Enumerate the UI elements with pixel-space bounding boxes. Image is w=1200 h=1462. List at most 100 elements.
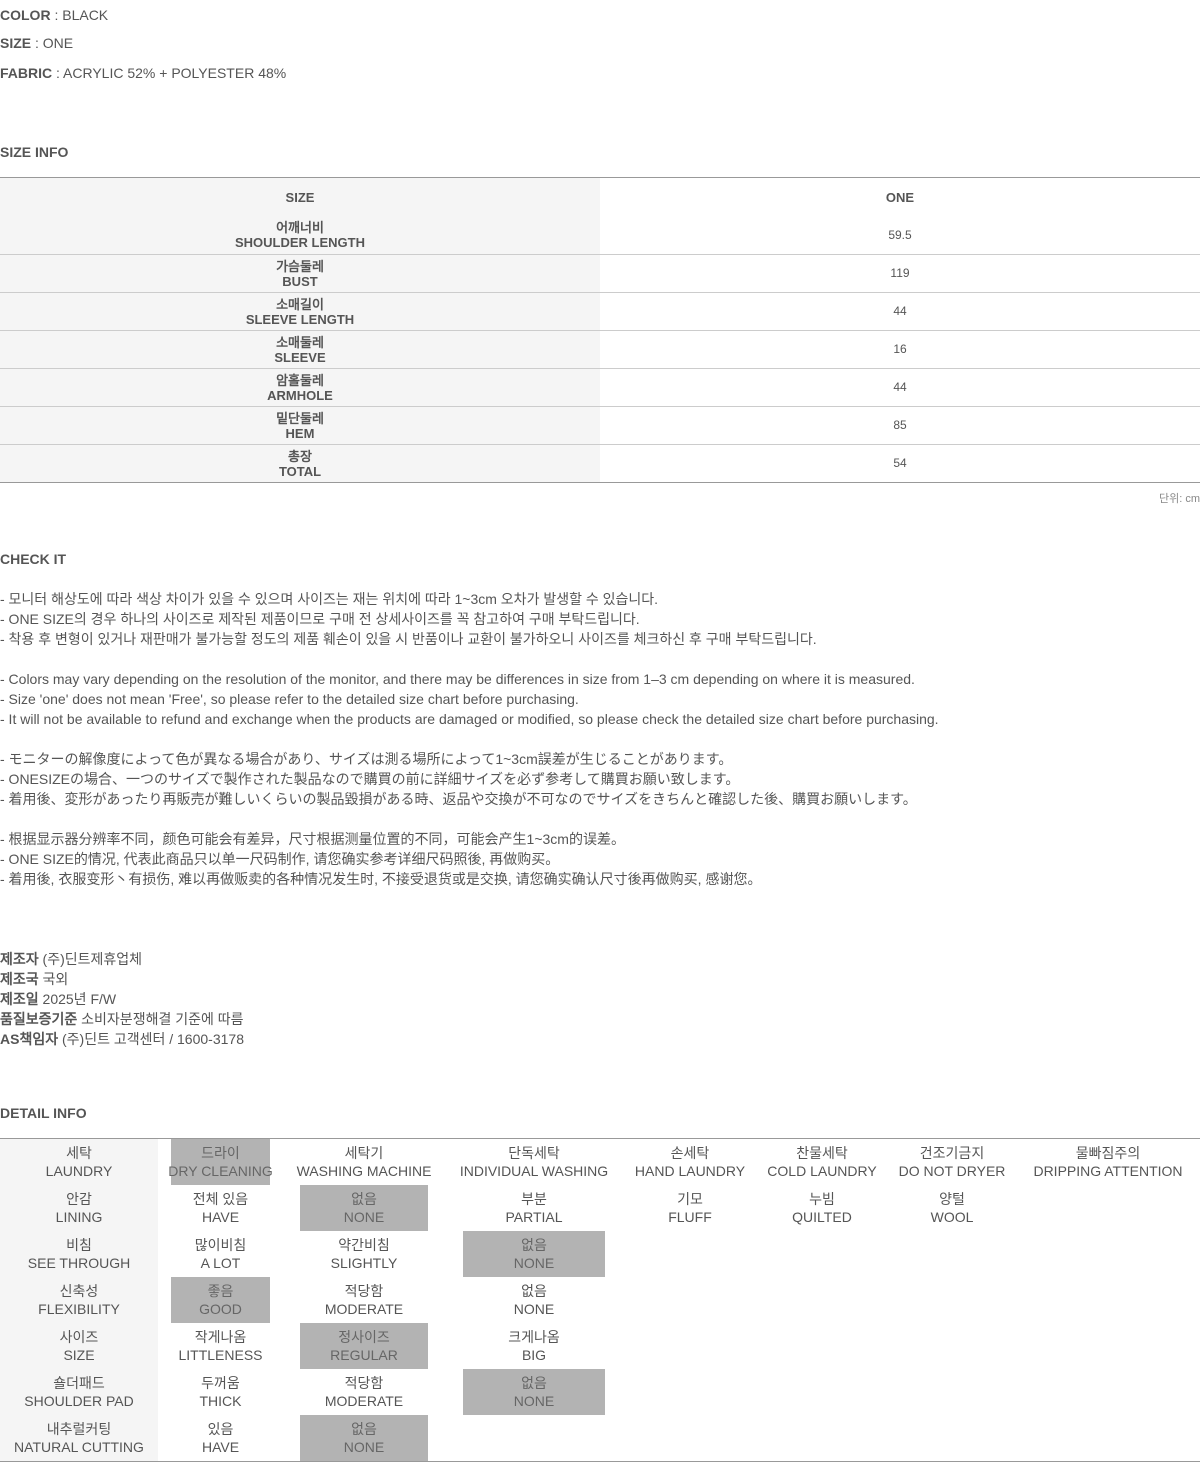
size-table: SIZE ONE 어깨너비 SHOULDER LENGTH 59.5 가슴둘레 BUST… bbox=[0, 177, 1200, 483]
spec-value: : ONE bbox=[31, 35, 74, 51]
manufacturer-label: 제조국 bbox=[0, 971, 39, 987]
option-en: NONE bbox=[513, 1255, 555, 1271]
option-ko: 건조기금지 bbox=[919, 1145, 985, 1161]
detail-option: 누빔 QUILTED bbox=[762, 1185, 882, 1231]
header-size: SIZE bbox=[0, 178, 600, 216]
spec-fabric: FABRIC : ACRYLIC 52% + POLYESTER 48% bbox=[0, 58, 286, 88]
label-ko: 비침 bbox=[66, 1237, 92, 1253]
size-measure-label: 총장 TOTAL bbox=[0, 445, 600, 482]
spec-label: SIZE bbox=[0, 35, 32, 51]
option-en: NONE bbox=[343, 1439, 385, 1455]
size-table-row: 가슴둘레 BUST 119 bbox=[0, 254, 1200, 292]
measure-ko: 가슴둘레 bbox=[276, 258, 324, 274]
option-ko: 없음 bbox=[521, 1283, 547, 1299]
option-en: LITTLENESS bbox=[178, 1347, 263, 1363]
option-ko: 물빠짐주의 bbox=[1075, 1145, 1141, 1161]
detail-option: 찬물세탁 COLD LAUNDRY bbox=[762, 1139, 882, 1185]
detail-option: 없음 NONE bbox=[463, 1277, 605, 1323]
detail-option: 부분 PARTIAL bbox=[463, 1185, 605, 1231]
size-measure-value: 16 bbox=[893, 342, 907, 356]
option-ko: 드라이 bbox=[201, 1145, 240, 1161]
label-en: SIZE bbox=[63, 1347, 95, 1363]
option-en: GOOD bbox=[199, 1301, 242, 1317]
option-en: MODERATE bbox=[324, 1393, 404, 1409]
detail-option-selected: 드라이 DRY CLEANING bbox=[168, 1139, 273, 1185]
option-ko: 없음 bbox=[521, 1237, 547, 1253]
measure-en: SLEEVE LENGTH bbox=[245, 311, 355, 327]
size-measure-value: 85 bbox=[893, 418, 907, 432]
option-en: BIG bbox=[521, 1347, 547, 1363]
detail-option: 건조기금지 DO NOT DRYER bbox=[892, 1139, 1012, 1185]
option-en: WASHING MACHINE bbox=[296, 1163, 432, 1179]
check-it-line: - It will not be available to refund and… bbox=[0, 711, 939, 727]
option-ko: 전체 있음 bbox=[192, 1191, 249, 1207]
size-measure-label: 밑단둘레 HEM bbox=[0, 407, 600, 444]
manufacturer-label: 제조자 bbox=[0, 951, 39, 967]
detail-option: 전체 있음 HAVE bbox=[171, 1185, 270, 1231]
spec-label: FABRIC bbox=[0, 65, 53, 81]
measure-en: ARMHOLE bbox=[267, 387, 333, 403]
measure-en: TOTAL bbox=[278, 463, 322, 479]
size-measure-value: 44 bbox=[893, 304, 907, 318]
detail-option: 두꺼움 THICK bbox=[171, 1369, 270, 1415]
detail-option-selected: 없음 NONE bbox=[300, 1185, 428, 1231]
option-ko: 적당함 bbox=[344, 1283, 384, 1299]
measure-en: SLEEVE bbox=[274, 349, 326, 365]
size-measure-value: 54 bbox=[893, 456, 907, 470]
option-en: HAVE bbox=[201, 1209, 240, 1225]
spec-color: COLOR : BLACK bbox=[0, 0, 108, 30]
detail-info-title: DETAIL INFO bbox=[0, 1105, 87, 1121]
option-en: QUILTED bbox=[792, 1209, 852, 1225]
measure-en: BUST bbox=[282, 273, 318, 289]
size-measure-label: 어깨너비 SHOULDER LENGTH bbox=[0, 216, 600, 254]
check-it-line: - ONESIZEの場合、一つのサイズで製作された製品なので購買の前に詳細サイズ… bbox=[0, 771, 740, 787]
measure-en: HEM bbox=[285, 425, 315, 441]
detail-option-selected: 없음 NONE bbox=[463, 1369, 605, 1415]
label-en: SEE THROUGH bbox=[27, 1255, 131, 1271]
detail-option: 세탁기 WASHING MACHINE bbox=[297, 1139, 432, 1185]
spec-size: SIZE : ONE bbox=[0, 28, 73, 58]
option-ko: 크게나옴 bbox=[508, 1329, 560, 1345]
label-en: SHOULDER PAD bbox=[24, 1393, 134, 1409]
label-ko: 신축성 bbox=[59, 1283, 99, 1299]
size-measure-label: 소매길이 SLEEVE LENGTH bbox=[0, 293, 600, 330]
check-it-line: - Colors may vary depending on the resol… bbox=[0, 671, 915, 687]
measure-en: SHOULDER LENGTH bbox=[235, 235, 365, 250]
manufacturer-value: (주)딘트 고객센터 / 1600-3178 bbox=[58, 1031, 244, 1047]
option-en: WOOL bbox=[930, 1209, 974, 1225]
option-ko: 기모 bbox=[677, 1191, 703, 1207]
detail-option: 작게나옴 LITTLENESS bbox=[171, 1323, 270, 1369]
label-en: FLEXIBILITY bbox=[38, 1301, 120, 1317]
manufacturer-row: 품질보증기준 소비자분쟁해결 기준에 따름 bbox=[0, 1009, 244, 1029]
option-ko: 없음 bbox=[521, 1375, 547, 1391]
detail-row-label: 안감 LINING bbox=[0, 1185, 158, 1231]
size-table-header: SIZE ONE bbox=[0, 178, 1200, 216]
option-ko: 없음 bbox=[351, 1421, 377, 1437]
option-en: DRY CLEANING bbox=[168, 1163, 273, 1179]
header-one: ONE bbox=[885, 189, 915, 205]
option-ko: 부분 bbox=[521, 1191, 547, 1207]
measure-ko: 총장 bbox=[288, 448, 312, 464]
manufacturer-value: 2025년 F/W bbox=[38, 991, 117, 1007]
size-table-row: 소매둘레 SLEEVE 16 bbox=[0, 330, 1200, 368]
option-en: FLUFF bbox=[668, 1209, 712, 1225]
check-it-title: CHECK IT bbox=[0, 551, 67, 567]
option-en: HAVE bbox=[201, 1439, 240, 1455]
detail-row-label: 내추럴커팅 NATURAL CUTTING bbox=[0, 1415, 158, 1461]
size-measure-label: 소매둘레 SLEEVE bbox=[0, 331, 600, 368]
measure-ko: 암홀둘레 bbox=[276, 372, 324, 388]
option-en: SLIGHTLY bbox=[330, 1255, 398, 1271]
size-table-row: 밑단둘레 HEM 85 bbox=[0, 406, 1200, 444]
manufacturer-row: 제조자 (주)딘트제휴업체 bbox=[0, 949, 244, 969]
manufacturer-row: 제조일 2025년 F/W bbox=[0, 989, 244, 1009]
detail-row-label: 비침 SEE THROUGH bbox=[0, 1231, 158, 1277]
detail-row-label: 신축성 FLEXIBILITY bbox=[0, 1277, 158, 1323]
option-en: PARTIAL bbox=[505, 1209, 563, 1225]
option-ko: 약간비침 bbox=[338, 1237, 390, 1253]
detail-option: 손세탁 HAND LAUNDRY bbox=[630, 1139, 750, 1185]
spec-value: : BLACK bbox=[50, 7, 109, 23]
option-ko: 누빔 bbox=[809, 1191, 835, 1207]
check-it-line: - 着用後、変形があったり再販売が難しいくらいの製品毀損がある時、返品や交換が不… bbox=[0, 791, 917, 807]
manufacturer-value: 국외 bbox=[38, 971, 69, 987]
